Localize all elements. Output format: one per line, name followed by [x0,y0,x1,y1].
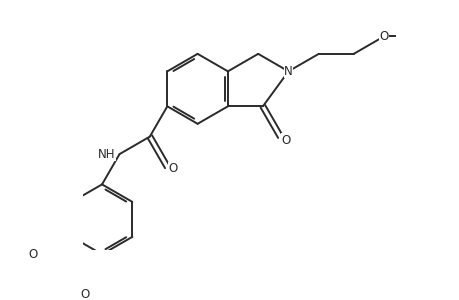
Text: O: O [168,162,177,175]
Text: N: N [284,65,292,78]
Text: O: O [80,288,89,300]
Text: O: O [280,134,290,147]
Text: O: O [379,30,388,43]
Text: NH: NH [98,148,116,160]
Text: O: O [28,248,38,261]
